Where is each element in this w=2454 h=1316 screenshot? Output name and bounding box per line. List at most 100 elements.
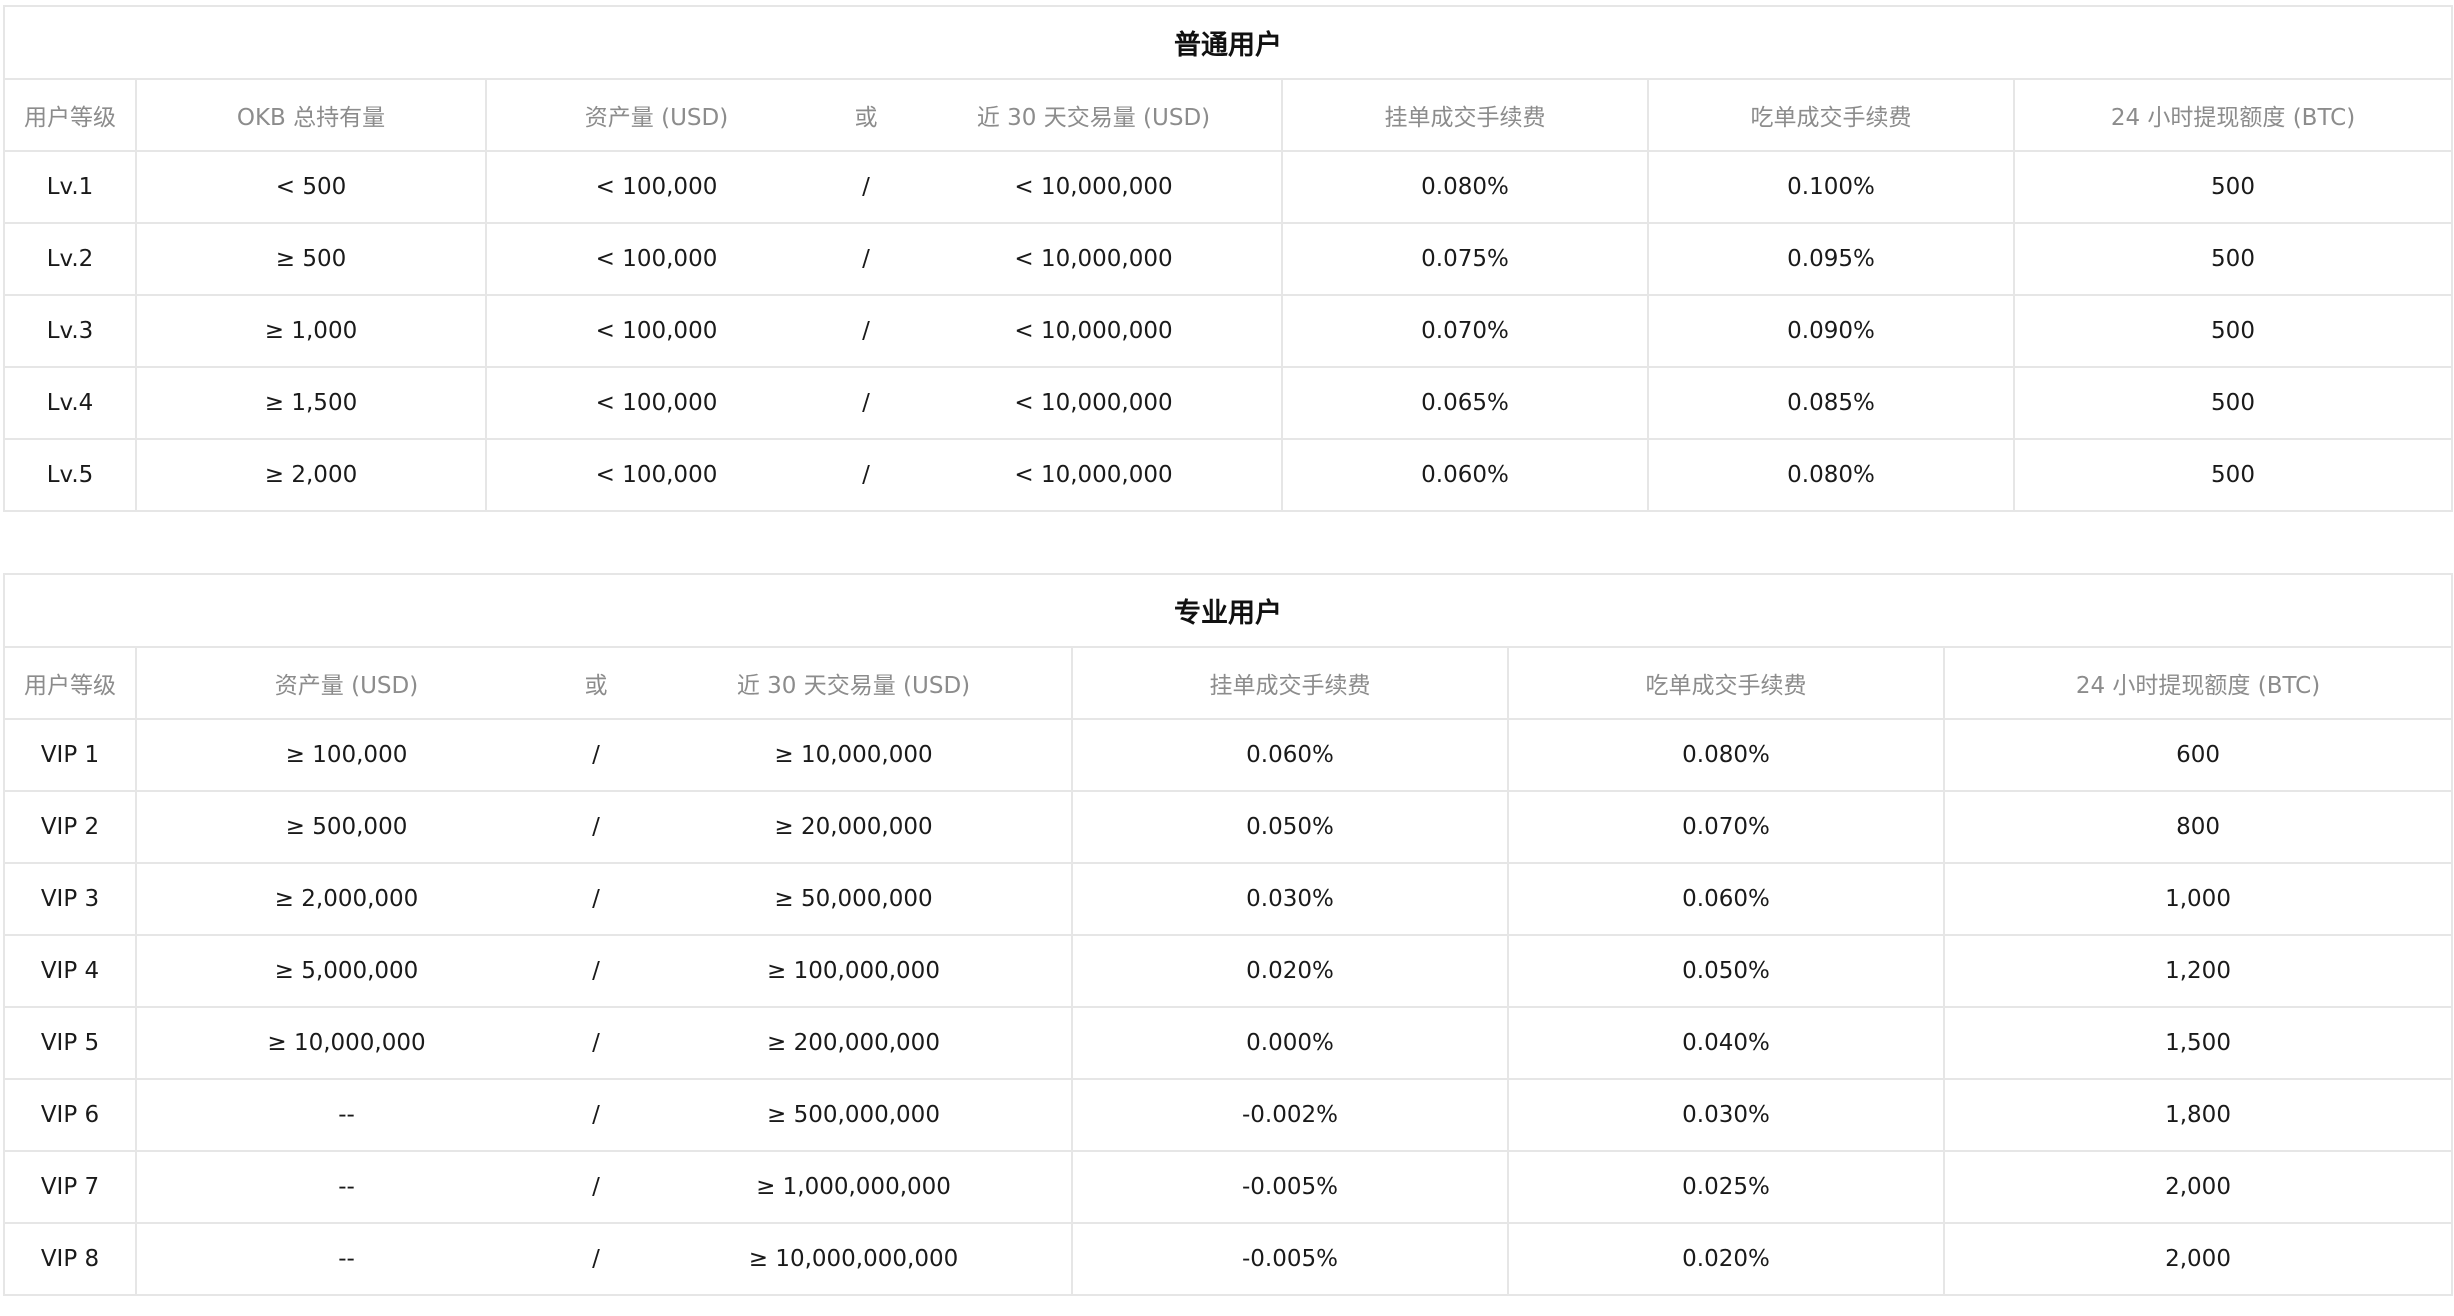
header-assets: 资产量 (USD) [135,646,556,720]
cell-level: VIP 8 [3,1222,137,1296]
cell-separator: / [556,1222,636,1296]
cell-taker-fee: 0.070% [1507,790,1945,864]
cell-okb: ≥ 1,000 [135,294,487,368]
cell-level: Lv.4 [3,366,137,440]
cell-level: VIP 6 [3,1078,137,1152]
cell-withdraw: 1,500 [1942,1006,2454,1080]
header-row: 用户等级 资产量 (USD) 或 近 30 天交易量 (USD) 挂单成交手续费… [3,646,2454,720]
cell-okb: < 500 [135,150,487,224]
cell-maker-fee: 0.030% [1071,862,1509,936]
cell-level: Lv.2 [3,222,137,296]
table-row: Lv.4 ≥ 1,500 < 100,000 / < 10,000,000 0.… [3,366,2453,440]
cell-separator: / [556,934,636,1008]
cell-assets: < 100,000 [485,150,826,224]
header-level: 用户等级 [3,78,137,152]
cell-taker-fee: 0.090% [1647,294,2015,368]
cell-maker-fee: 0.020% [1071,934,1509,1008]
cell-maker-fee: 0.065% [1281,366,1649,440]
cell-level: VIP 3 [3,862,137,936]
cell-taker-fee: 0.025% [1507,1150,1945,1224]
cell-level: VIP 5 [3,1006,137,1080]
header-maker-fee: 挂单成交手续费 [1071,646,1509,720]
cell-volume: ≥ 10,000,000 [636,718,1073,792]
cell-volume: ≥ 50,000,000 [636,862,1073,936]
cell-assets: < 100,000 [485,438,826,512]
header-level: 用户等级 [3,646,137,720]
cell-volume: ≥ 200,000,000 [636,1006,1073,1080]
cell-maker-fee: 0.000% [1071,1006,1509,1080]
cell-volume: < 10,000,000 [906,438,1283,512]
table-title-row: 普通用户 [3,5,2453,80]
table-row: VIP 4 ≥ 5,000,000 / ≥ 100,000,000 0.020%… [3,934,2454,1008]
header-okb-holdings: OKB 总持有量 [135,78,487,152]
header-assets: 资产量 (USD) [485,78,826,152]
cell-withdraw: 2,000 [1942,1222,2454,1296]
cell-separator: / [556,1150,636,1224]
cell-withdraw: 500 [2013,294,2453,368]
header-withdraw-limit: 24 小时提现额度 (BTC) [1942,646,2454,720]
cell-withdraw: 500 [2013,366,2453,440]
table-row: VIP 8 -- / ≥ 10,000,000,000 -0.005% 0.02… [3,1222,2454,1296]
cell-assets: ≥ 500,000 [135,790,556,864]
cell-withdraw: 800 [1942,790,2454,864]
cell-maker-fee: -0.002% [1071,1078,1509,1152]
cell-taker-fee: 0.060% [1507,862,1945,936]
cell-assets: < 100,000 [485,222,826,296]
cell-withdraw: 1,200 [1942,934,2454,1008]
cell-maker-fee: 0.060% [1281,438,1649,512]
cell-separator: / [826,294,906,368]
cell-taker-fee: 0.095% [1647,222,2015,296]
pro-users-fee-table: 专业用户 用户等级 资产量 (USD) 或 近 30 天交易量 (USD) 挂单… [2,573,2454,1296]
cell-maker-fee: 0.075% [1281,222,1649,296]
header-30d-volume: 近 30 天交易量 (USD) [636,646,1073,720]
cell-level: VIP 2 [3,790,137,864]
normal-users-fee-table: 普通用户 用户等级 OKB 总持有量 资产量 (USD) 或 近 30 天交易量… [3,5,2453,512]
cell-separator: / [826,222,906,296]
cell-withdraw: 500 [2013,222,2453,296]
cell-assets: ≥ 10,000,000 [135,1006,556,1080]
header-withdraw-limit: 24 小时提现额度 (BTC) [2013,78,2453,152]
cell-assets: ≥ 100,000 [135,718,556,792]
cell-maker-fee: 0.060% [1071,718,1509,792]
cell-withdraw: 1,800 [1942,1078,2454,1152]
cell-separator: / [556,1006,636,1080]
cell-withdraw: 600 [1942,718,2454,792]
table-row: Lv.3 ≥ 1,000 < 100,000 / < 10,000,000 0.… [3,294,2453,368]
cell-separator: / [556,1078,636,1152]
cell-taker-fee: 0.080% [1507,718,1945,792]
table-row: VIP 2 ≥ 500,000 / ≥ 20,000,000 0.050% 0.… [3,790,2454,864]
cell-separator: / [556,718,636,792]
cell-level: VIP 1 [3,718,137,792]
cell-maker-fee: 0.080% [1281,150,1649,224]
cell-volume: ≥ 500,000,000 [636,1078,1073,1152]
cell-taker-fee: 0.085% [1647,366,2015,440]
header-row: 用户等级 OKB 总持有量 资产量 (USD) 或 近 30 天交易量 (USD… [3,78,2453,152]
cell-volume: ≥ 100,000,000 [636,934,1073,1008]
cell-assets: -- [135,1222,556,1296]
cell-withdraw: 1,000 [1942,862,2454,936]
cell-withdraw: 500 [2013,438,2453,512]
cell-level: VIP 4 [3,934,137,1008]
cell-maker-fee: 0.070% [1281,294,1649,368]
cell-maker-fee: -0.005% [1071,1222,1509,1296]
header-or: 或 [556,646,636,720]
cell-volume: < 10,000,000 [906,366,1283,440]
cell-withdraw: 500 [2013,150,2453,224]
cell-assets: < 100,000 [485,366,826,440]
table-row: VIP 3 ≥ 2,000,000 / ≥ 50,000,000 0.030% … [3,862,2454,936]
cell-volume: < 10,000,000 [906,222,1283,296]
cell-volume: < 10,000,000 [906,294,1283,368]
table-row: Lv.5 ≥ 2,000 < 100,000 / < 10,000,000 0.… [3,438,2453,512]
cell-separator: / [826,366,906,440]
table-title: 专业用户 [2,573,2454,648]
header-maker-fee: 挂单成交手续费 [1281,78,1649,152]
cell-taker-fee: 0.100% [1647,150,2015,224]
cell-assets: -- [135,1150,556,1224]
cell-okb: ≥ 500 [135,222,487,296]
cell-level: Lv.1 [3,150,137,224]
header-or: 或 [826,78,906,152]
cell-taker-fee: 0.050% [1507,934,1945,1008]
table-row: VIP 5 ≥ 10,000,000 / ≥ 200,000,000 0.000… [3,1006,2454,1080]
cell-level: VIP 7 [3,1150,137,1224]
cell-volume: ≥ 1,000,000,000 [636,1150,1073,1224]
